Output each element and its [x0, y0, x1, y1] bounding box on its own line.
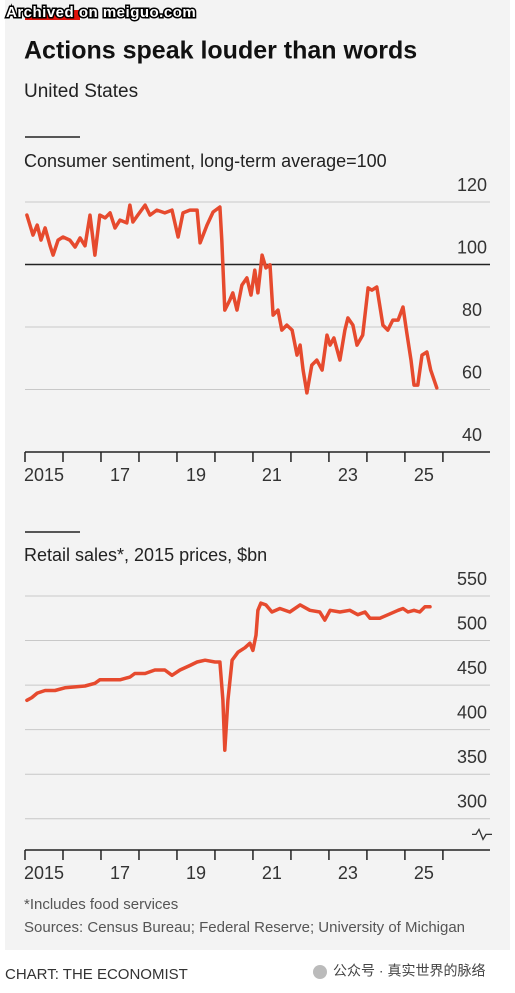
subtitle: United States: [24, 81, 138, 102]
y-tick-label: 400: [457, 702, 487, 722]
x-tick-label: 2015: [24, 863, 64, 883]
x-tick-label: 23: [338, 863, 358, 883]
footnote: *Includes food services: [24, 896, 178, 913]
y-tick-label: 120: [457, 175, 487, 195]
x-tick-label: 2015: [24, 465, 64, 485]
panel-title: Consumer sentiment, long-term average=10…: [24, 151, 387, 171]
sources: Sources: Census Bureau; Federal Reserve;…: [24, 919, 465, 936]
x-tick-label: 21: [262, 863, 282, 883]
wechat-label: 公众号 · 真实世界的脉络: [333, 963, 485, 979]
panel-title: Retail sales*, 2015 prices, $bn: [24, 545, 267, 565]
y-tick-label: 40: [462, 425, 482, 445]
x-tick-label: 17: [110, 465, 130, 485]
x-tick-label: 25: [414, 863, 434, 883]
y-tick-label: 100: [457, 237, 487, 257]
wechat-icon: [313, 965, 327, 979]
y-tick-label: 500: [457, 613, 487, 633]
panel: [5, 0, 510, 950]
axis-break: [472, 827, 492, 841]
y-tick-label: 80: [462, 300, 482, 320]
credit: CHART: THE ECONOMIST: [5, 966, 188, 983]
chart-title: Actions speak louder than words: [24, 37, 417, 65]
watermark: Archived on meiguo.com: [6, 4, 196, 21]
data-line: [25, 601, 432, 752]
y-tick-label: 60: [462, 362, 482, 382]
x-tick-label: 23: [338, 465, 358, 485]
x-tick-label: 17: [110, 863, 130, 883]
x-tick-label: 19: [186, 863, 206, 883]
x-tick-label: 19: [186, 465, 206, 485]
y-tick-label: 300: [457, 792, 487, 812]
y-tick-label: 550: [457, 569, 487, 589]
y-tick-label: 350: [457, 747, 487, 767]
x-tick-label: 25: [414, 465, 434, 485]
x-tick-label: 21: [262, 465, 282, 485]
data-line: [25, 203, 439, 395]
y-tick-label: 450: [457, 658, 487, 678]
tag: [25, 10, 80, 20]
